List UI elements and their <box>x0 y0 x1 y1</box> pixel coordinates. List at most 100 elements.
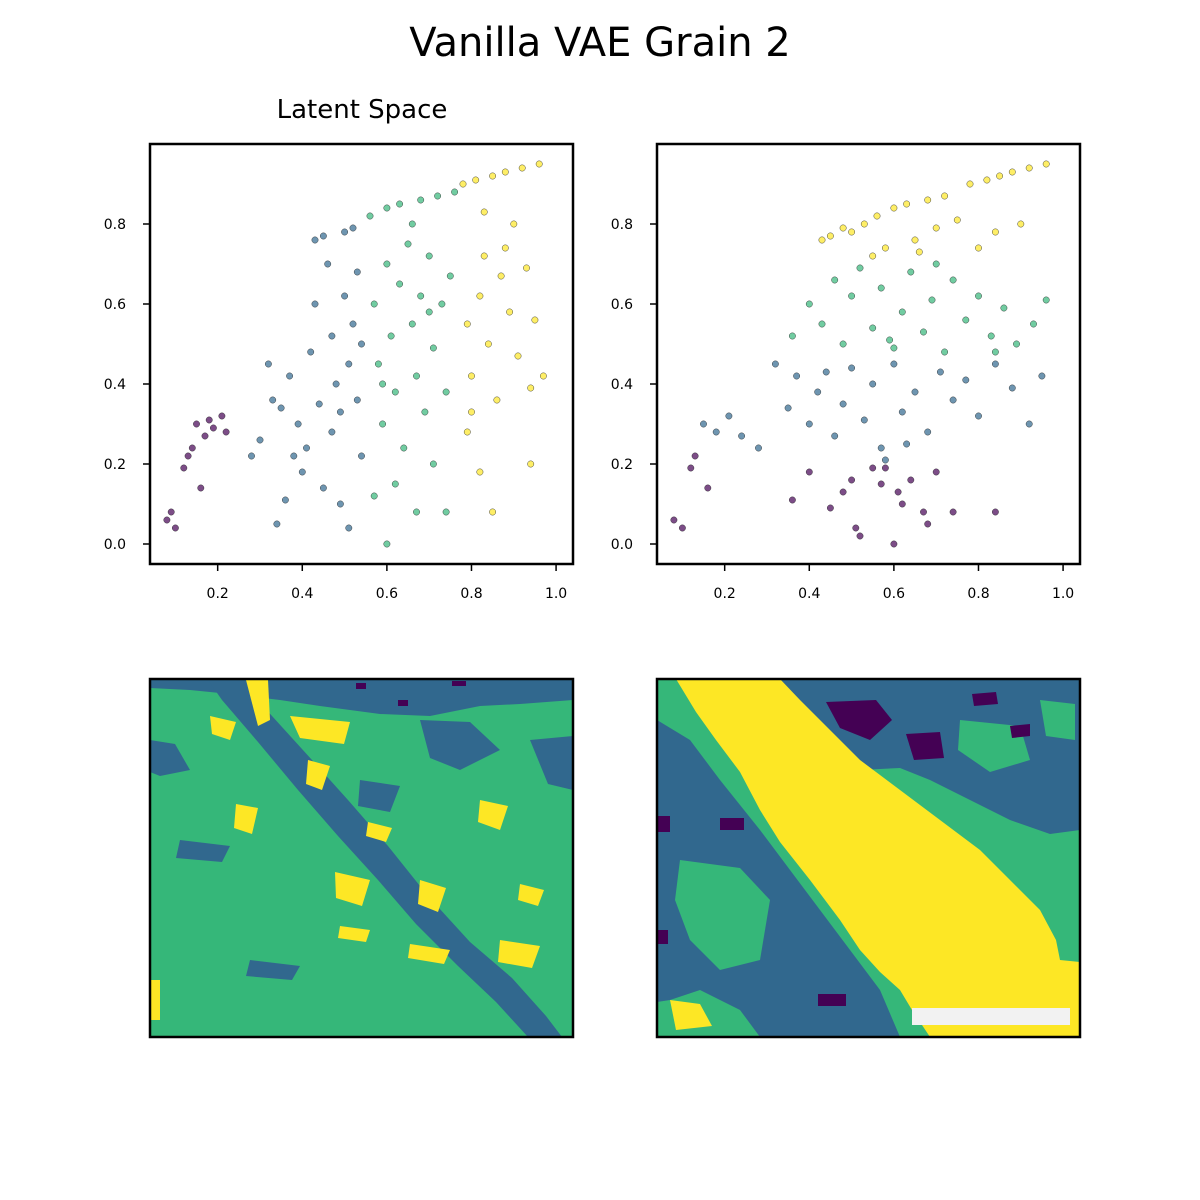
heat-region <box>657 930 668 944</box>
scatter-point <box>852 524 860 532</box>
scatter-point <box>311 236 319 244</box>
scatter-point <box>442 508 450 516</box>
scatter-point <box>911 236 919 244</box>
scatter-point <box>527 460 535 468</box>
scatter-point <box>915 248 923 256</box>
scatter-point <box>818 236 826 244</box>
heat-region <box>306 760 330 790</box>
scatter-points-right <box>670 160 1050 548</box>
scatter-point <box>438 300 446 308</box>
scatter-point <box>882 244 889 252</box>
scatter-point <box>328 332 336 340</box>
heat-region <box>234 804 258 834</box>
scatter-point <box>1042 160 1050 168</box>
y-tick-label: 0.0 <box>611 537 633 553</box>
scatter-point <box>383 540 391 548</box>
scatter-point <box>286 372 293 380</box>
x-tick-label: 0.8 <box>460 586 482 602</box>
scale-bar <box>912 1008 1070 1025</box>
x-tick-label: 1.0 <box>545 586 567 602</box>
scatter-point <box>514 352 522 360</box>
scatter-point <box>920 328 927 336</box>
scatter-point <box>209 424 217 432</box>
scatter-point <box>391 388 399 396</box>
scatter-point <box>446 272 454 280</box>
scatter-point <box>924 520 932 528</box>
scatter-point <box>932 468 940 476</box>
scatter-point <box>793 372 800 380</box>
y-tick-label: 0.4 <box>611 377 633 393</box>
heat-region <box>518 884 544 906</box>
scatter-point <box>890 540 898 548</box>
scatter-point <box>417 196 425 204</box>
scatter-point <box>975 244 982 252</box>
scatter-point <box>480 208 488 216</box>
scatter-point <box>417 292 425 300</box>
scatter-point <box>307 348 315 356</box>
heatmap-frame-left <box>148 677 575 1039</box>
scatter-point <box>941 192 948 200</box>
scatter-point <box>523 264 530 272</box>
scatter-point <box>848 364 855 372</box>
scatter-point <box>818 320 826 328</box>
scatter-point <box>725 412 733 420</box>
scatter-point <box>983 176 991 184</box>
scatter-point <box>506 308 513 316</box>
scatter-point <box>476 468 484 476</box>
scatter-point <box>877 444 885 452</box>
scatter-point <box>429 344 437 352</box>
scatter-point <box>484 340 492 348</box>
scatter-point <box>932 260 940 268</box>
scatter-point <box>992 360 999 368</box>
heat-region <box>290 716 350 744</box>
scatter-point <box>501 168 509 176</box>
scatter-point <box>540 372 547 380</box>
heat-region <box>972 692 998 706</box>
scatter-point <box>949 396 957 404</box>
scatter-point <box>869 252 877 260</box>
scatter-point <box>353 396 361 404</box>
scatter-point <box>687 464 695 472</box>
axes-frame-right <box>655 142 1082 566</box>
figure-title: Vanilla VAE Grain 2 <box>409 20 790 66</box>
heat-region <box>906 732 944 760</box>
scatter-point <box>489 508 496 516</box>
scatter-point <box>898 408 906 416</box>
scatter-point <box>949 508 957 516</box>
scatter-point <box>336 500 344 508</box>
scatter-point <box>319 484 327 492</box>
scatter-point <box>294 420 302 428</box>
x-tick-label: 0.2 <box>207 586 229 602</box>
heat-region <box>478 800 508 830</box>
scatter-point <box>277 404 285 412</box>
scatter-point <box>1025 420 1033 428</box>
scatter-point <box>193 420 200 428</box>
scatter-point <box>328 428 336 436</box>
scatter-point <box>400 444 408 452</box>
scatter-point <box>937 368 944 376</box>
x-tick-label: 0.2 <box>714 586 736 602</box>
scatter-point <box>827 504 834 512</box>
scatter-point <box>184 452 192 460</box>
scatter-point <box>975 412 982 420</box>
heat-region <box>398 700 408 706</box>
scatter-point <box>670 516 678 524</box>
scatter-point <box>848 292 855 300</box>
scatter-point <box>463 428 471 436</box>
scatter-point <box>992 348 999 356</box>
scatter-point <box>425 252 433 260</box>
scatter-point <box>408 220 416 228</box>
x-tick-label: 1.0 <box>1052 586 1074 602</box>
scatter-point <box>413 372 420 380</box>
scatter-point <box>434 192 441 200</box>
scatter-point <box>992 228 999 236</box>
scatter-point <box>839 400 847 408</box>
heat-region <box>530 736 573 790</box>
heat-region <box>246 960 300 980</box>
heat-region <box>1010 724 1030 738</box>
scatter-point <box>429 460 437 468</box>
scatter-point <box>222 428 230 436</box>
scatter-point <box>290 452 298 460</box>
scatter-point <box>201 432 209 440</box>
axis-ticks-left: 0.2 0.4 0.6 0.8 1.0 0.0 0.2 0.4 0.6 0.8 <box>104 217 567 602</box>
